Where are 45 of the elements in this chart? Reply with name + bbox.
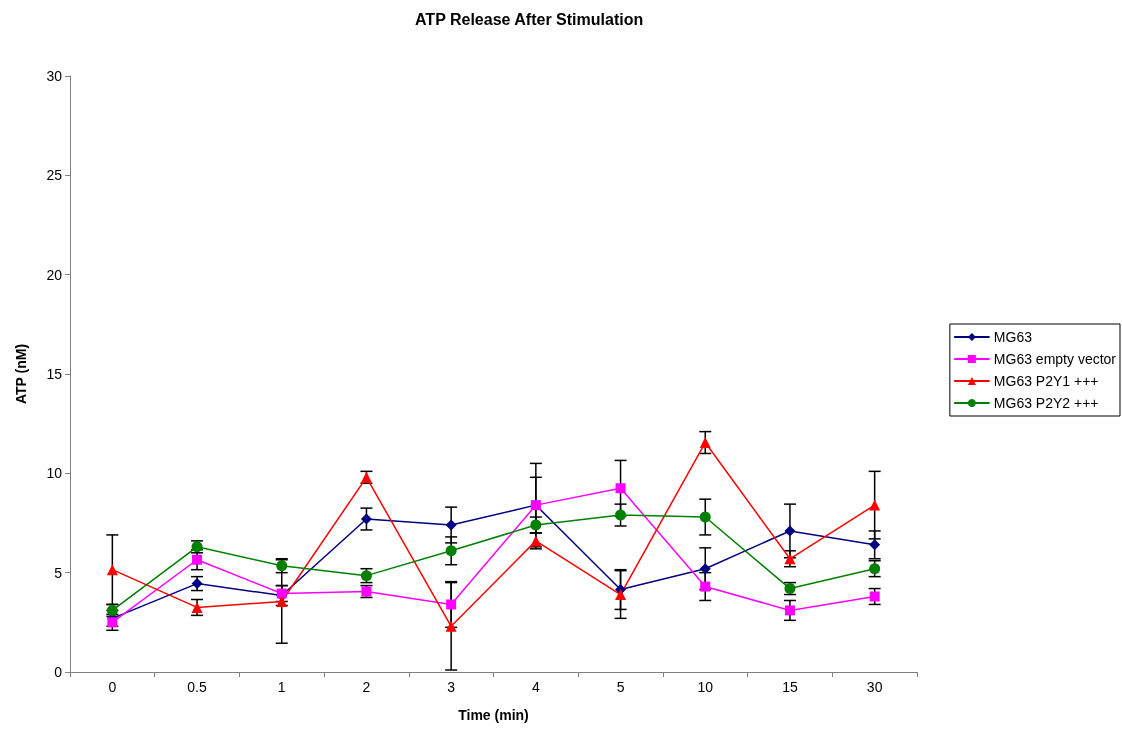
point (699, 511, 711, 523)
point (699, 437, 711, 449)
x-tick-label: 0.5 (187, 679, 207, 695)
point (869, 539, 881, 551)
y-tick-label: 5 (54, 564, 63, 581)
point (615, 509, 627, 521)
legend-label: MG63 (993, 329, 1033, 345)
point (445, 545, 457, 557)
x-tick-label: 15 (782, 679, 798, 695)
x-tick-label: 5 (616, 679, 625, 695)
y-axis-title: ATP (nM) (13, 343, 29, 405)
x-tick-label: 4 (531, 679, 540, 695)
legend-label: MG63 P2Y1 +++ (993, 373, 1099, 389)
x-tick-label: 3 (447, 679, 456, 695)
point (445, 519, 457, 531)
point (276, 595, 288, 607)
point (784, 605, 795, 616)
point (699, 563, 711, 575)
point (445, 620, 457, 632)
point (107, 617, 118, 628)
chart-title: ATP Release After Stimulation (415, 10, 644, 28)
point (446, 599, 457, 610)
y-tick-label: 30 (46, 68, 63, 84)
y-tick-label: 15 (46, 366, 63, 382)
y-tick-label: 20 (46, 266, 63, 283)
point (615, 483, 626, 494)
legend-label: MG63 empty vector (993, 351, 1117, 367)
x-tick-label: 0 (108, 679, 117, 695)
legend-label: MG63 P2Y2 +++ (993, 395, 1099, 411)
x-axis-title: Time (min) (458, 707, 529, 723)
point (869, 499, 881, 511)
point (869, 591, 880, 602)
y-tick-label: 25 (46, 167, 63, 184)
x-tick-label: 1 (277, 679, 286, 695)
point (360, 513, 372, 525)
point (784, 525, 796, 537)
point (106, 564, 118, 576)
x-tick-label: 2 (362, 679, 371, 695)
x-tick-label: 10 (697, 679, 714, 695)
point (615, 589, 627, 601)
y-tick-label: 0 (54, 664, 63, 680)
point (191, 601, 203, 613)
y-tick-label: 10 (46, 465, 63, 482)
x-tick-label: 30 (866, 679, 883, 695)
point (700, 581, 711, 592)
